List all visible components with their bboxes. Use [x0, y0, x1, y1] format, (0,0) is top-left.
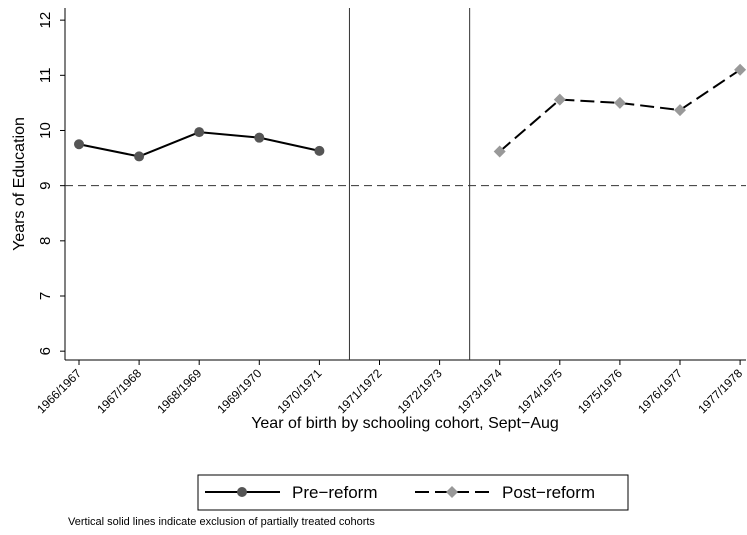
x-tick-label: 1973/1974	[455, 366, 505, 416]
marker	[74, 139, 84, 150]
legend-label: Pre−reform	[292, 483, 378, 502]
marker	[553, 93, 566, 106]
marker	[446, 486, 458, 498]
marker	[493, 145, 506, 158]
series-line	[499, 68, 741, 153]
legend-label: Post−reform	[502, 483, 595, 502]
marker	[734, 63, 747, 76]
x-tick-label: 1977/1978	[695, 366, 745, 416]
y-axis-label: Years of Education	[11, 117, 28, 251]
x-tick-label: 1966/1967	[34, 366, 84, 416]
x-tick-label: 1967/1968	[94, 366, 144, 416]
y-tick-label: 7	[37, 292, 54, 300]
y-tick-label: 10	[37, 122, 54, 139]
x-tick-label: 1971/1972	[335, 366, 385, 416]
marker	[134, 151, 145, 162]
legend-box	[197, 474, 629, 511]
x-tick-label: 1972/1973	[395, 366, 445, 416]
y-tick-label: 6	[37, 347, 54, 355]
x-tick-label: 1975/1976	[575, 366, 625, 416]
x-axis-label: Year of birth by schooling cohort, Sept−…	[251, 415, 559, 432]
y-tick-label: 11	[37, 68, 54, 84]
marker	[194, 127, 205, 138]
y-tick-label: 12	[37, 12, 54, 29]
note: Vertical solid lines indicate exclusion …	[68, 516, 375, 528]
x-tick-label: 1976/1977	[635, 366, 685, 416]
y-tick-label: 9	[37, 181, 54, 189]
x-tick-label: 1974/1975	[515, 366, 565, 416]
marker	[314, 145, 325, 156]
marker	[254, 132, 265, 143]
marker	[613, 96, 626, 109]
y-tick-label: 8	[37, 237, 54, 245]
x-tick-label: 1969/1970	[214, 366, 264, 416]
x-tick-label: 1970/1971	[275, 366, 325, 416]
marker	[674, 104, 686, 117]
x-tick-label: 1968/1969	[154, 366, 204, 416]
marker	[237, 487, 247, 497]
